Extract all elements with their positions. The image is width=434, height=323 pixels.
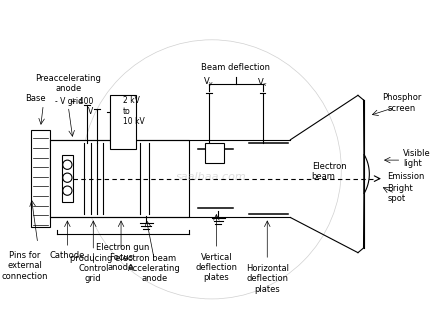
Text: + 400
V: + 400 V [70, 97, 93, 116]
Text: V$_y$: V$_y$ [203, 76, 215, 89]
Text: Phosphor
screen: Phosphor screen [382, 93, 421, 113]
Text: V$_x$: V$_x$ [257, 76, 268, 89]
Bar [62, 155, 73, 202]
Bar [31, 130, 50, 227]
Text: Horizontal
deflection
plates: Horizontal deflection plates [246, 264, 289, 294]
Text: saalbaa.com: saalbaa.com [176, 172, 247, 182]
Text: Base: Base [25, 94, 46, 103]
Bar [50, 140, 189, 217]
Text: Electron gun
producing electron beam: Electron gun producing electron beam [70, 244, 176, 263]
Text: Pins for
external
connection: Pins for external connection [2, 251, 48, 281]
Text: Beam deflection: Beam deflection [201, 63, 270, 72]
Bar [205, 142, 224, 163]
Text: - V grid: - V grid [55, 97, 83, 106]
Text: Focus
anode: Focus anode [108, 253, 134, 272]
Text: Accelerating
anode: Accelerating anode [128, 264, 181, 283]
Text: Cathode: Cathode [49, 251, 85, 260]
Text: Visible
light: Visible light [403, 149, 431, 168]
Text: Control
grid: Control grid [78, 264, 108, 283]
Text: Electron
beam: Electron beam [312, 162, 346, 181]
Text: Emission: Emission [388, 172, 425, 181]
Text: Preaccelerating
anode: Preaccelerating anode [35, 74, 101, 93]
Bar [110, 95, 136, 149]
Text: Vertical
deflection
plates: Vertical deflection plates [195, 253, 237, 282]
Text: Bright
spot: Bright spot [388, 184, 413, 203]
Text: 2 kV
to
10 kV: 2 kV to 10 kV [123, 96, 145, 126]
